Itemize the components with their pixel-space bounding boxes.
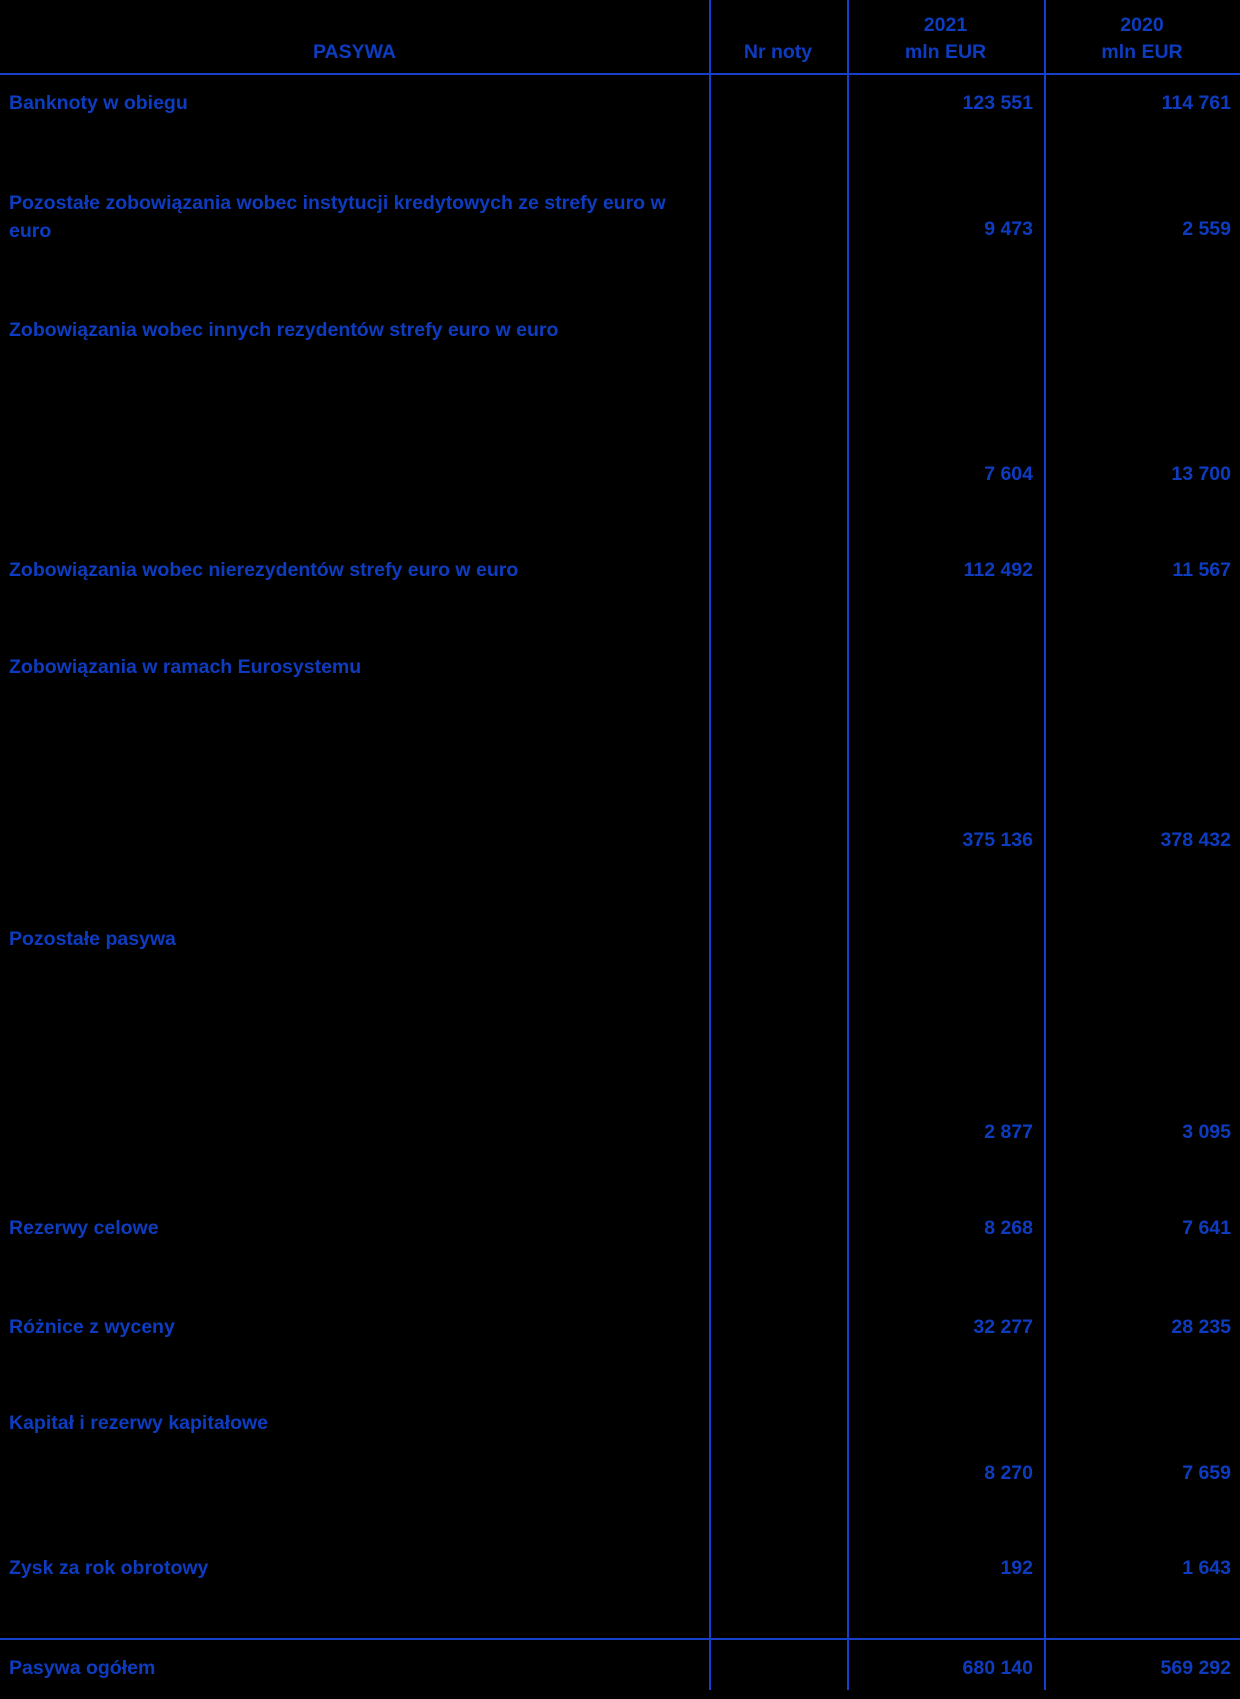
header-separator-line [0,73,1240,75]
row-value-2020-pozostale-pasywa: 3 095 [1182,1121,1231,1143]
total-value-2020-pasywa-ogolem: 569 292 [1160,1657,1232,1679]
row-value-2021-zobowiazania-eurosystem: 375 136 [962,829,1034,851]
row-value-2021-pozostale-pasywa: 2 877 [984,1121,1033,1143]
header-nr-noty: Nr noty [743,41,813,63]
row-value-2021-pozostale-zobowiazania-kredytowe: 9 473 [984,218,1033,240]
row-label-zysk-za-rok-obrotowy: Zysk za rok obrotowy [9,1557,209,1579]
row-label-roznice-z-wyceny: Różnice z wyceny [9,1316,175,1338]
header-2020: 2020 mln EUR [1044,12,1240,66]
row-label-rezerwy-celowe: Rezerwy celowe [9,1217,159,1239]
header-2020-unit: mln EUR [1101,41,1183,63]
column-divider-3 [1044,0,1046,1690]
header-2021-year: 2021 [923,14,968,36]
row-value-2020-zobowiazania-nierezydenci: 11 567 [1172,559,1231,581]
row-label-zobowiazania-eurosystem: Zobowiązania w ramach Eurosystemu [9,656,362,678]
total-label-pasywa-ogolem: Pasywa ogółem [9,1657,156,1679]
total-value-2021-pasywa-ogolem: 680 140 [962,1657,1034,1679]
header-2021-unit: mln EUR [904,41,987,63]
row-value-2020-zobowiazania-inni-rezydenci: 13 700 [1171,463,1231,485]
row-value-2021-zobowiazania-nierezydenci: 112 492 [963,559,1033,581]
row-value-2021-zobowiazania-inni-rezydenci: 7 604 [984,463,1033,485]
row-label-zobowiazania-inni-rezydenci: Zobowiązania wobec innych rezydentów str… [9,319,559,341]
column-divider-2 [847,0,849,1690]
row-value-2020-pozostale-zobowiazania-kredytowe: 2 559 [1182,218,1231,240]
row-label-pozostale-zobowiazania-kredytowe: Pozostałe zobowiązania wobec instytucji … [9,192,666,242]
row-label-pozostale-pasywa: Pozostałe pasywa [9,928,176,950]
row-value-2021-rezerwy-celowe: 8 268 [984,1217,1033,1239]
row-value-2021-roznice-z-wyceny: 32 277 [973,1316,1033,1338]
row-label-zobowiazania-nierezydenci: Zobowiązania wobec nierezydentów strefy … [9,559,519,581]
row-value-2020-kapital-i-rezerwy: 7 659 [1182,1462,1231,1484]
row-label-banknoty-w-obiegu: Banknoty w obiegu [9,92,188,114]
row-label-kapital-i-rezerwy: Kapitał i rezerwy kapitałowe [9,1412,269,1434]
header-2021: 2021 mln EUR [847,12,1044,66]
row-value-2020-banknoty-w-obiegu: 114 761 [1161,92,1231,114]
header-2020-year: 2020 [1120,14,1164,36]
row-value-2020-zobowiazania-eurosystem: 378 432 [1160,829,1232,851]
row-value-2020-zysk-za-rok-obrotowy: 1 643 [1182,1557,1231,1579]
header-pasywa: PASYWA [312,41,397,63]
total-separator-line [0,1638,1240,1640]
row-value-2020-rezerwy-celowe: 7 641 [1182,1217,1231,1239]
column-divider-1 [709,0,711,1690]
row-value-2020-roznice-z-wyceny: 28 235 [1171,1316,1231,1338]
row-value-2021-banknoty-w-obiegu: 123 551 [962,92,1034,114]
row-value-2021-zysk-za-rok-obrotowy: 192 [1000,1557,1033,1579]
row-value-2021-kapital-i-rezerwy: 8 270 [984,1462,1033,1484]
